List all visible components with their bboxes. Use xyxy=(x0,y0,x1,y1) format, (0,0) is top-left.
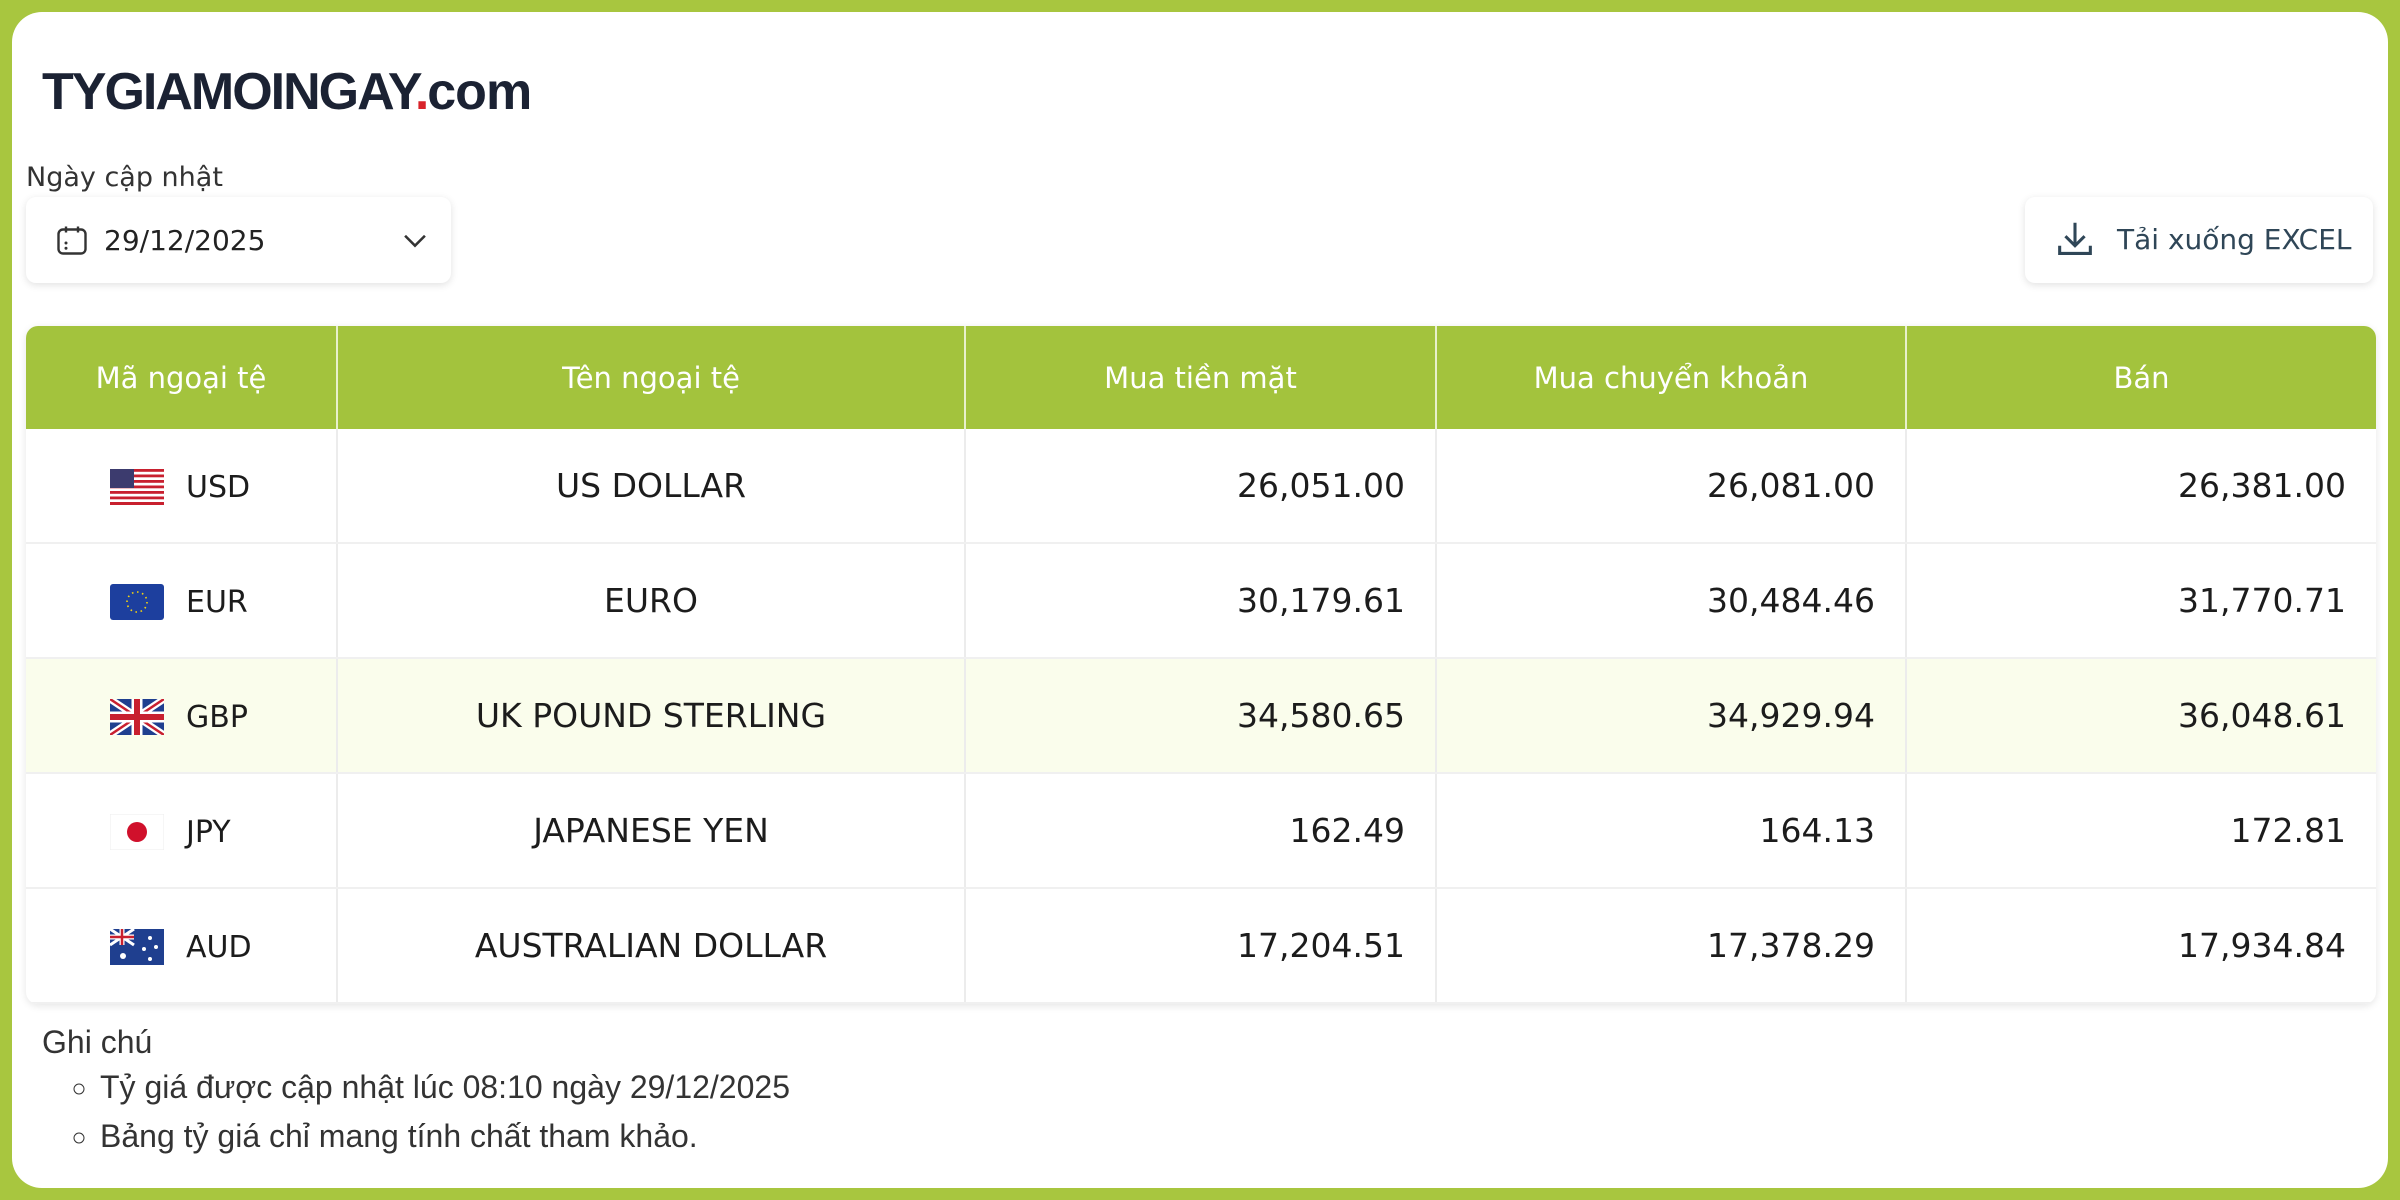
cash-buy: 26,051.00 xyxy=(965,429,1437,544)
currency-name: EURO xyxy=(337,543,966,659)
sell: 26,381.00 xyxy=(1906,429,2376,544)
code-cell: JPY xyxy=(26,773,338,889)
currency-name: AUSTRALIAN DOLLAR xyxy=(337,888,966,1004)
transfer-buy: 34,929.94 xyxy=(1436,658,1907,774)
notes-list: Tỷ giá được cập nhật lúc 08:10 ngày 29/1… xyxy=(42,1069,790,1155)
code-cell: USD xyxy=(26,429,338,544)
row: AUD AUSTRALIAN DOLLAR 17,204.51 17,378.2… xyxy=(26,888,2376,1004)
download-label[interactable]: Tải xuống EXCEL xyxy=(2117,223,2352,256)
currency-code: USD xyxy=(186,469,251,505)
flag xyxy=(110,469,164,506)
logo-name[interactable]: TYGIAMOINGAY xyxy=(42,63,417,121)
header-row: Mã ngoại tệ Tên ngoại tệ Mua tiền mặt Mu… xyxy=(26,326,2376,429)
download-button[interactable]: Tải xuống EXCEL xyxy=(2025,197,2373,283)
code-cell: GBP xyxy=(26,658,338,774)
sell: 31,770.71 xyxy=(1906,543,2376,659)
currency-name: UK POUND STERLING xyxy=(337,658,966,774)
cash-buy: 30,179.61 xyxy=(965,543,1437,659)
transfer-buy: 164.13 xyxy=(1436,773,1907,889)
frame: TYGIAMOINGAY.com Ngày cập nhật 29/12/202… xyxy=(12,12,2388,1188)
column-header: Mua chuyển khoản xyxy=(1436,326,1907,429)
flag xyxy=(109,813,165,851)
download-icon xyxy=(2058,222,2092,255)
column-header: Mã ngoại tệ xyxy=(26,326,338,429)
flag xyxy=(109,928,164,966)
transfer-buy: 30,484.46 xyxy=(1436,543,1907,659)
sell: 36,048.61 xyxy=(1906,658,2376,774)
rate-table: Mã ngoại tệ Tên ngoại tệ Mua tiền mặt Mu… xyxy=(26,326,2376,1004)
row: GBP UK POUND STERLING 34,580.65 34,929.9… xyxy=(26,658,2376,774)
transfer-buy: 26,081.00 xyxy=(1436,429,1907,544)
column-header: Tên ngoại tệ xyxy=(337,326,966,429)
currency-code: EUR xyxy=(186,584,248,620)
logo-dot[interactable]: . xyxy=(414,63,430,121)
date-value[interactable]: 29/12/2025 xyxy=(104,223,266,257)
date-label: Ngày cập nhật xyxy=(26,162,223,193)
currency-code: GBP xyxy=(186,699,248,735)
code-cell: AUD xyxy=(26,888,338,1004)
sell: 172.81 xyxy=(1906,773,2376,889)
chevron-icon xyxy=(404,234,426,248)
logo-tld[interactable]: com xyxy=(427,63,532,121)
cash-buy: 162.49 xyxy=(965,773,1437,889)
cash-buy: 17,204.51 xyxy=(965,888,1437,1004)
currency-name: US DOLLAR xyxy=(337,429,966,544)
code-cell: EUR xyxy=(26,543,338,659)
transfer-buy: 17,378.29 xyxy=(1436,888,1907,1004)
sell: 17,934.84 xyxy=(1906,888,2376,1004)
flag xyxy=(108,696,166,739)
flag xyxy=(110,584,164,621)
currency-code: AUD xyxy=(186,929,252,965)
currency-code: JPY xyxy=(186,814,231,850)
cash-buy: 34,580.65 xyxy=(965,658,1437,774)
note-item: Bảng tỷ giá chỉ mang tính chất tham khảo… xyxy=(100,1118,790,1155)
row: JPY JAPANESE YEN 162.49 164.13 172.81 xyxy=(26,773,2376,889)
calendar-icon xyxy=(57,226,87,255)
logo[interactable]: TYGIAMOINGAY.com xyxy=(42,62,532,122)
row: EUR EURO 30,179.61 30,484.46 31,770.71 xyxy=(26,543,2376,659)
notes-title: Ghi chú xyxy=(42,1024,153,1060)
column-header: Bán xyxy=(1906,326,2376,429)
currency-name: JAPANESE YEN xyxy=(337,773,966,889)
note-item: Tỷ giá được cập nhật lúc 08:10 ngày 29/1… xyxy=(100,1069,790,1106)
date-picker[interactable]: 29/12/2025 xyxy=(26,197,451,283)
row: USD US DOLLAR 26,051.00 26,081.00 26,381… xyxy=(26,429,2376,544)
notes: Ghi chú Tỷ giá được cập nhật lúc 08:10 n… xyxy=(42,1024,790,1167)
column-header: Mua tiền mặt xyxy=(965,326,1437,429)
